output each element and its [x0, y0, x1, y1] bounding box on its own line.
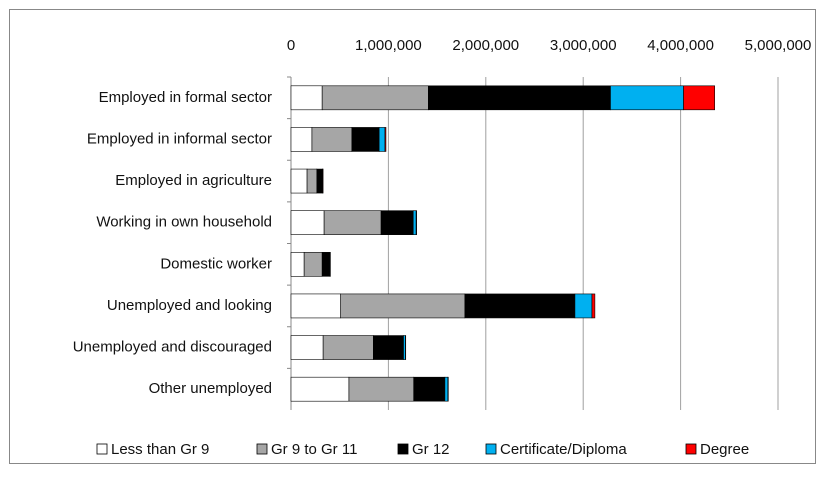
y-tick-label: Working in own household — [96, 214, 272, 231]
legend-label: Degree — [700, 441, 749, 458]
bar-segment — [312, 127, 352, 151]
x-tick-label: 2,000,000 — [452, 37, 519, 54]
bar-segment — [610, 86, 683, 110]
legend-label: Certificate/Diploma — [500, 441, 627, 458]
bar-segment — [291, 127, 312, 151]
y-tick-label: Unemployed and looking — [107, 297, 272, 314]
bar-segment — [413, 211, 416, 235]
bar-segment — [341, 294, 465, 318]
y-tick-label: Domestic worker — [160, 255, 272, 272]
bar-segment — [291, 252, 304, 276]
x-tick-label: 5,000,000 — [745, 37, 812, 54]
legend-swatch — [97, 444, 107, 454]
y-tick-label: Other unemployed — [149, 380, 272, 397]
bar-segment — [381, 211, 413, 235]
bar-segment — [291, 169, 307, 193]
y-tick-label: Unemployed and discouraged — [73, 339, 272, 356]
x-tick-label: 0 — [287, 37, 295, 54]
bar-segment — [385, 127, 386, 151]
bar-segment — [307, 169, 317, 193]
legend-swatch — [398, 444, 408, 454]
legend-swatch — [686, 444, 696, 454]
bar-segment — [322, 86, 428, 110]
bar-segment — [465, 294, 575, 318]
bar-segment — [379, 127, 385, 151]
bar-segment — [373, 336, 403, 360]
y-tick-label: Employed in agriculture — [115, 172, 272, 189]
legend-swatch — [486, 444, 496, 454]
bar-segment — [414, 377, 445, 401]
bar-segment — [291, 211, 324, 235]
bar-segment — [304, 252, 322, 276]
bar-segment — [291, 294, 341, 318]
legend-label: Less than Gr 9 — [111, 441, 209, 458]
bar-segment — [352, 127, 379, 151]
x-tick-label: 4,000,000 — [647, 37, 714, 54]
legend-label: Gr 9 to Gr 11 — [271, 441, 357, 458]
bar-segment — [684, 86, 715, 110]
bar-segment — [291, 336, 323, 360]
bar-segment — [317, 169, 323, 193]
legend-swatch — [257, 444, 267, 454]
y-tick-label: Employed in informal sector — [87, 130, 272, 147]
bar-segment — [428, 86, 610, 110]
bar-segment — [592, 294, 595, 318]
bar-segment — [575, 294, 592, 318]
bar-segment — [324, 211, 381, 235]
x-tick-label: 1,000,000 — [355, 37, 422, 54]
x-tick-label: 3,000,000 — [550, 37, 617, 54]
y-tick-label: Employed in formal sector — [99, 89, 272, 106]
bar-segment — [349, 377, 414, 401]
bar-segment — [445, 377, 448, 401]
bar-segment — [322, 252, 330, 276]
bar-segment — [291, 377, 349, 401]
bar-segment — [291, 86, 322, 110]
bar-segment — [323, 336, 373, 360]
legend-label: Gr 12 — [412, 441, 450, 458]
